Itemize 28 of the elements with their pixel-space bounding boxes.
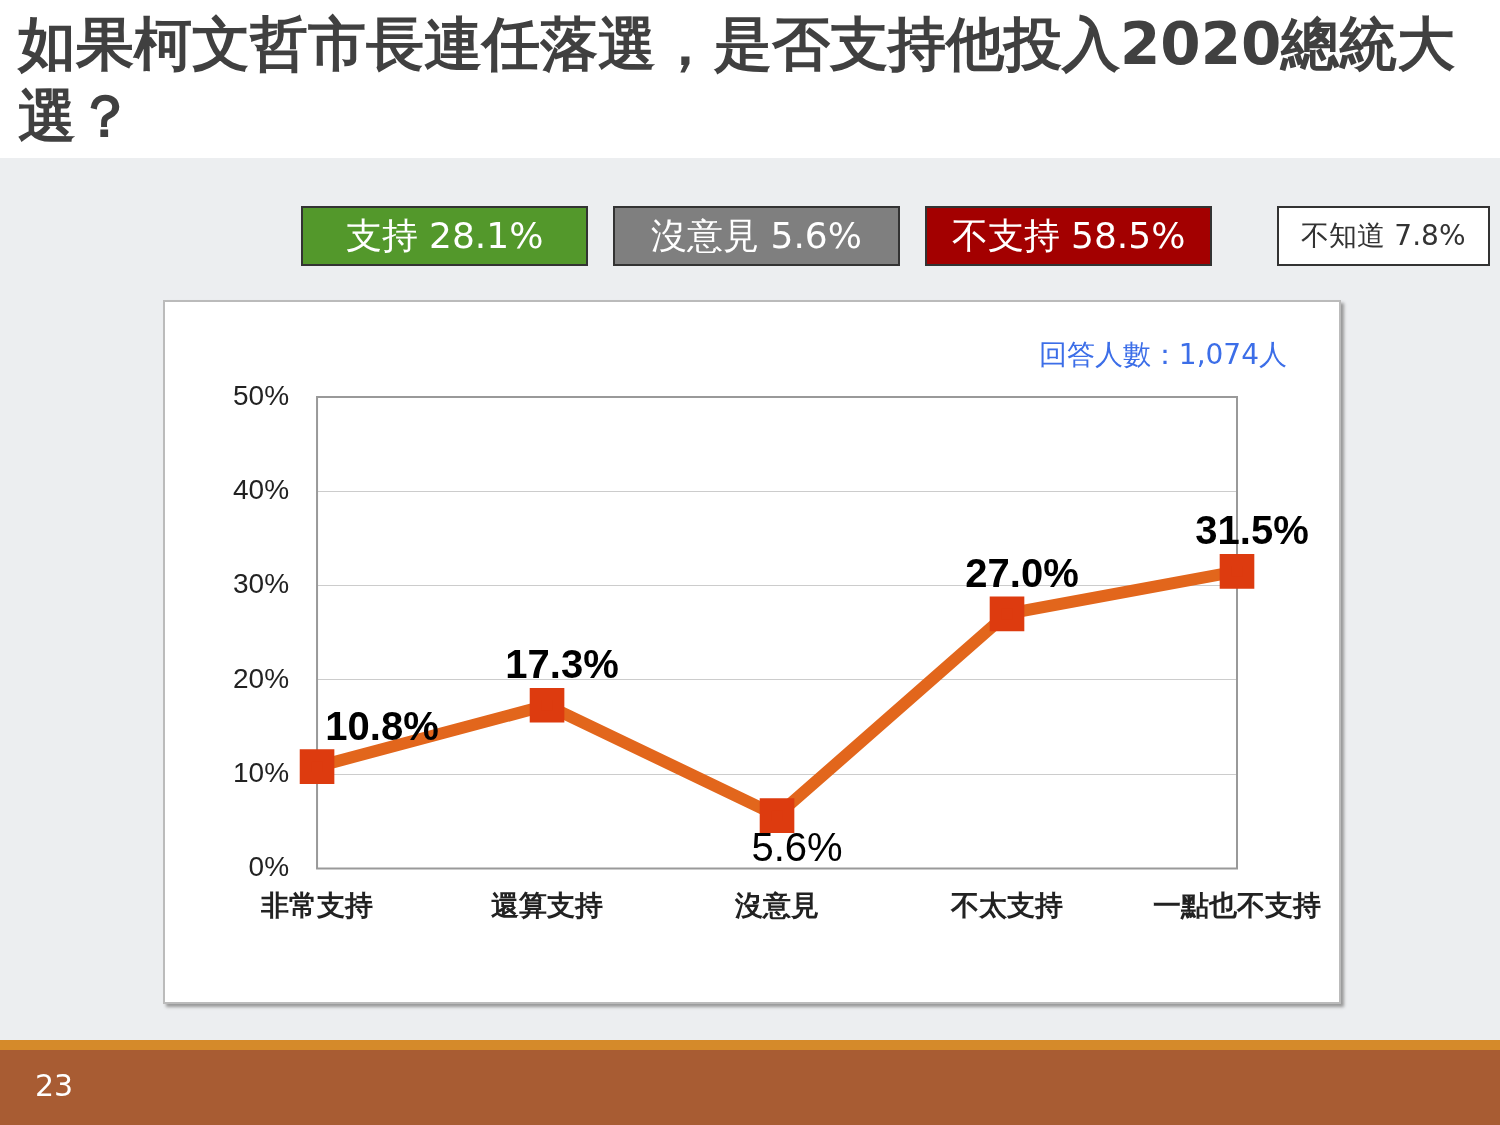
data-label: 5.6% [751,824,843,869]
data-label: 10.8% [325,703,439,748]
point [1219,554,1255,589]
data-label: 17.3% [505,642,619,687]
point [989,596,1025,632]
y-tick-label: 20% [232,662,290,694]
text: 回答人數：1,074人 [1037,337,1287,373]
data-label: 31.5% [1195,508,1309,553]
point [759,798,795,833]
x-tick-label: 還算支持 [491,889,604,921]
point [529,687,565,723]
y-tick-label: 40% [232,474,290,505]
text: 不知道 7.8% [1277,206,1490,266]
text: 支持 28.1% [301,206,588,266]
chart-title: 如果柯文哲市長連任落選，是否支持他投入2020總統大選？ [0,0,1500,158]
y-tick-label: 10% [232,756,290,788]
x-tick-label: 沒意見 [734,889,820,921]
x-tick-label: 一點也不支持 [1153,889,1321,921]
y-tick-label: 30% [232,568,290,600]
text: 23 [35,1068,74,1103]
data-label: 27.0% [965,550,1079,595]
x-tick-label: 不太支持 [950,889,1064,921]
text: 沒意見 5.6% [613,206,900,266]
y-tick-label: 0% [248,851,290,883]
point [299,749,335,784]
text: 不支持 58.5% [925,206,1212,266]
y-tick-label: 50% [232,379,290,411]
x-tick-label: 非常支持 [260,889,374,921]
